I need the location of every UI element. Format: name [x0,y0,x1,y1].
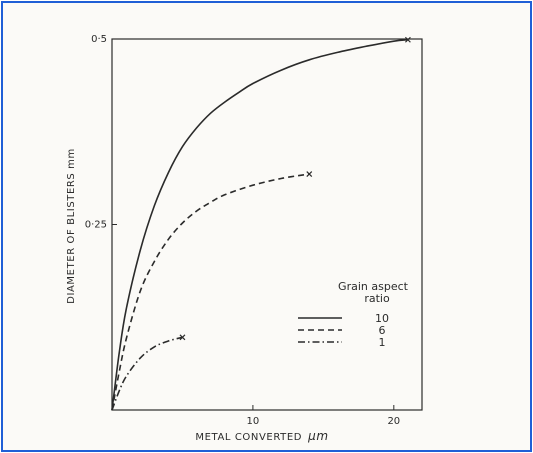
legend-label-ratio-1: 1 [379,336,386,349]
y-tick-label-0: 0·25 [85,220,107,231]
legend-label-ratio-10: 10 [375,312,389,325]
x-tick-label-1: 20 [387,416,400,427]
series-lines [111,36,411,411]
series-end-marker-ratio-1 [179,334,186,341]
series-line-ratio-1 [111,336,183,411]
axis-ticks: 10 20 0·25 0·5 [85,34,400,427]
series-line-ratio-6 [111,173,310,411]
x-axis-label: METAL CONVERTED μm [195,429,328,443]
x-axis-label-text: METAL CONVERTED [195,432,302,443]
y-axis-label: DIAMETER OF BLISTERS mm [66,148,77,304]
series-end-marker-ratio-10 [404,36,411,43]
x-axis-unit: μm [307,429,329,443]
plot-area-border [111,38,423,411]
legend-title-line2: ratio [364,292,390,305]
series-line-ratio-10 [111,38,409,411]
legend-label-ratio-6: 6 [379,324,386,337]
series-end-marker-ratio-6 [306,171,313,177]
legend-title-line1: Grain aspect [338,280,409,293]
y-tick-label-1: 0·5 [91,34,107,45]
x-tick-label-0: 10 [247,416,260,427]
